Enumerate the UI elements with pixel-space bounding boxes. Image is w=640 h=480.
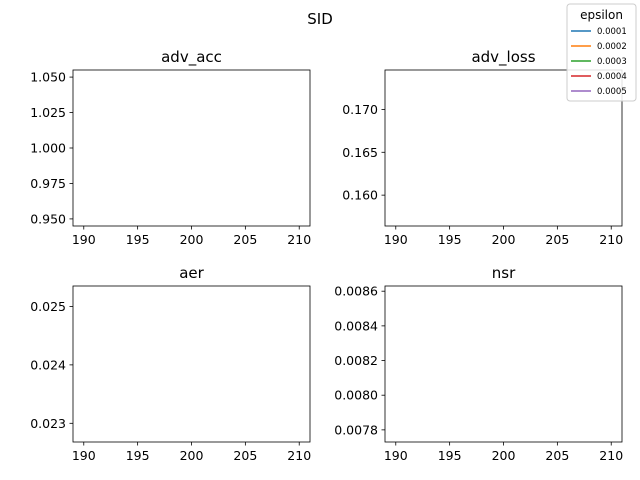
x-tick-label: 210 bbox=[287, 448, 311, 463]
x-tick-label: 195 bbox=[126, 232, 150, 247]
x-tick-label: 205 bbox=[233, 232, 257, 247]
y-tick-label: 0.023 bbox=[30, 416, 66, 431]
x-tick-label: 205 bbox=[233, 448, 257, 463]
legend: epsilon 0.0001 0.0002 0.0003 0.0004 0.0005 bbox=[566, 3, 637, 102]
subplot-aer: aer 190 195 200 205 210 0.023 0.024 0.025 bbox=[30, 264, 311, 463]
subplot-title: aer bbox=[179, 264, 204, 282]
subplot-nsr: nsr 190 195 200 205 210 0.0078 0.0080 0.0082 0.00… bbox=[334, 264, 623, 463]
x-tick-label: 190 bbox=[72, 448, 96, 463]
subplot-adv-loss: adv_loss 190 195 200 205 210 0.160 0.165 0.170 bbox=[342, 48, 623, 247]
legend-label: 0.0005 bbox=[597, 87, 627, 97]
y-tick-label: 0.025 bbox=[30, 299, 66, 314]
legend-label: 0.0001 bbox=[597, 27, 627, 37]
y-tick-label: 0.170 bbox=[342, 102, 378, 117]
axes-frame bbox=[384, 285, 623, 443]
y-tick-label: 0.0086 bbox=[334, 284, 378, 299]
x-tick-label: 205 bbox=[545, 448, 569, 463]
y-tick-label: 0.0084 bbox=[334, 318, 378, 333]
legend-title: epsilon bbox=[580, 8, 623, 22]
x-tick-label: 200 bbox=[492, 232, 516, 247]
x-tick-label: 210 bbox=[599, 232, 623, 247]
x-tick-label: 200 bbox=[180, 232, 204, 247]
x-tick-label: 190 bbox=[384, 448, 408, 463]
x-tick-label: 200 bbox=[180, 448, 204, 463]
x-tick-label: 195 bbox=[126, 448, 150, 463]
y-tick-label: 0.0078 bbox=[334, 422, 378, 437]
x-tick-label: 210 bbox=[599, 448, 623, 463]
x-tick-label: 195 bbox=[438, 232, 462, 247]
axes-frame bbox=[72, 285, 311, 443]
y-tick-label: 0.950 bbox=[30, 211, 66, 226]
subplot-adv-acc: adv_acc 190 195 200 205 210 0.950 0.975 1.000 1.0… bbox=[30, 48, 311, 247]
x-tick-label: 205 bbox=[545, 232, 569, 247]
x-tick-label: 190 bbox=[384, 232, 408, 247]
axes-frame bbox=[72, 69, 311, 227]
legend-label: 0.0004 bbox=[597, 72, 627, 82]
x-tick-label: 190 bbox=[72, 232, 96, 247]
x-tick-label: 200 bbox=[492, 448, 516, 463]
subplot-title: adv_loss bbox=[471, 48, 535, 67]
subplot-title: nsr bbox=[492, 264, 516, 282]
y-tick-label: 0.0080 bbox=[334, 388, 378, 403]
subplot-title: adv_acc bbox=[161, 48, 222, 67]
y-tick-label: 0.024 bbox=[30, 357, 66, 372]
y-tick-label: 0.975 bbox=[30, 176, 66, 191]
figure-suptitle: SID bbox=[307, 10, 333, 28]
legend-label: 0.0002 bbox=[597, 42, 627, 52]
y-tick-label: 0.160 bbox=[342, 188, 378, 203]
x-tick-label: 210 bbox=[287, 232, 311, 247]
y-tick-label: 1.050 bbox=[30, 70, 66, 85]
y-tick-label: 0.165 bbox=[342, 145, 378, 160]
y-tick-label: 1.000 bbox=[30, 141, 66, 156]
legend-label: 0.0003 bbox=[597, 57, 627, 67]
x-tick-label: 195 bbox=[438, 448, 462, 463]
y-tick-label: 1.025 bbox=[30, 105, 66, 120]
y-tick-label: 0.0082 bbox=[334, 353, 378, 368]
